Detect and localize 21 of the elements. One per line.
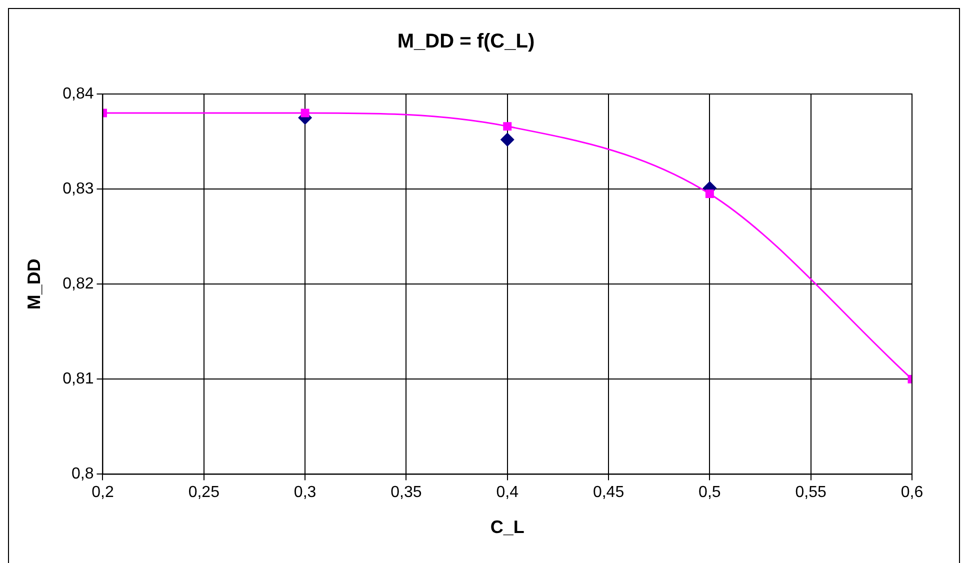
y-axis-title: M_DD (24, 258, 44, 310)
point (500, 132, 514, 147)
x-tick-label: 0,5 (698, 484, 721, 502)
y-tick-label: 0,81 (62, 370, 94, 388)
x-tick-label: 0,55 (795, 484, 827, 502)
x-tick-label: 0,25 (188, 484, 220, 502)
x-tick-label: 0,4 (496, 484, 519, 502)
x-tick-label: 0,45 (592, 484, 624, 502)
x-tick-label: 0,3 (294, 484, 316, 502)
x-tick-label: 0,6 (900, 484, 924, 502)
y-tick-label: 0,83 (62, 180, 94, 198)
y-tick-label: 0,8 (71, 466, 94, 483)
y-tick-label: 0,84 (62, 85, 94, 102)
x-axis-title: C_L (490, 517, 524, 538)
y-tick-label: 0,82 (62, 276, 94, 293)
x-tick-label: 0,35 (390, 484, 422, 502)
point (705, 190, 714, 198)
point (503, 122, 512, 131)
point (300, 108, 310, 118)
x-tick-label: 0,2 (92, 484, 114, 502)
chart-title: M_DD = f(C_L) (397, 30, 535, 53)
